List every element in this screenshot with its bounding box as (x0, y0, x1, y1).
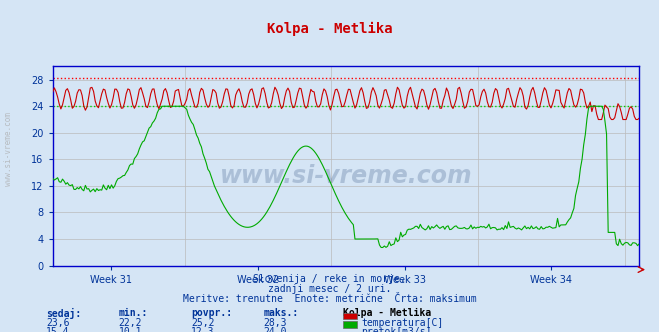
Text: 24,0: 24,0 (264, 327, 287, 332)
Text: 10,1: 10,1 (119, 327, 142, 332)
Text: Slovenija / reke in morje.: Slovenija / reke in morje. (253, 274, 406, 284)
Text: www.si-vreme.com: www.si-vreme.com (4, 113, 13, 186)
Text: 12,3: 12,3 (191, 327, 215, 332)
Text: min.:: min.: (119, 308, 148, 318)
Text: maks.:: maks.: (264, 308, 299, 318)
Text: Kolpa - Metlika: Kolpa - Metlika (343, 308, 431, 318)
Text: 28,3: 28,3 (264, 318, 287, 328)
Text: 22,2: 22,2 (119, 318, 142, 328)
Text: temperatura[C]: temperatura[C] (361, 318, 444, 328)
Text: Meritve: trenutne  Enote: metrične  Črta: maksimum: Meritve: trenutne Enote: metrične Črta: … (183, 294, 476, 304)
Text: Kolpa - Metlika: Kolpa - Metlika (267, 22, 392, 36)
Text: 23,6: 23,6 (46, 318, 70, 328)
Text: 15,4: 15,4 (46, 327, 70, 332)
Text: pretok[m3/s]: pretok[m3/s] (361, 327, 432, 332)
Text: www.si-vreme.com: www.si-vreme.com (219, 164, 473, 188)
Text: 25,2: 25,2 (191, 318, 215, 328)
Text: sedaj:: sedaj: (46, 308, 81, 319)
Text: zadnji mesec / 2 uri.: zadnji mesec / 2 uri. (268, 284, 391, 294)
Text: povpr.:: povpr.: (191, 308, 232, 318)
